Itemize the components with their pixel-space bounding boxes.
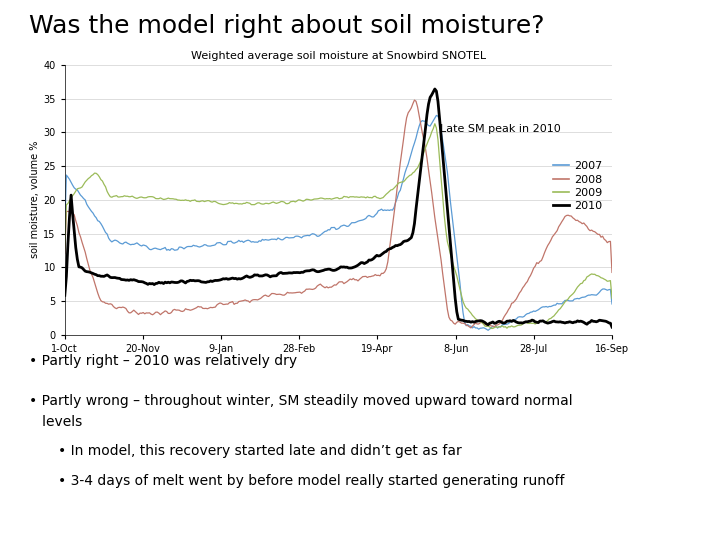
Legend: 2007, 2008, 2009, 2010: 2007, 2008, 2009, 2010 xyxy=(548,157,606,216)
Title: Weighted average soil moisture at Snowbird SNOTEL: Weighted average soil moisture at Snowbi… xyxy=(191,51,486,61)
Text: • Partly right – 2010 was relatively dry: • Partly right – 2010 was relatively dry xyxy=(29,354,297,368)
Text: levels: levels xyxy=(29,415,82,429)
Text: Late SM peak in 2010: Late SM peak in 2010 xyxy=(440,124,560,134)
Y-axis label: soil moisture, volume %: soil moisture, volume % xyxy=(30,141,40,259)
Text: • 3-4 days of melt went by before model really started generating runoff: • 3-4 days of melt went by before model … xyxy=(58,474,564,488)
Text: • In model, this recovery started late and didn’t get as far: • In model, this recovery started late a… xyxy=(58,444,462,458)
Text: Was the model right about soil moisture?: Was the model right about soil moisture? xyxy=(29,14,544,37)
Text: • Partly wrong – throughout winter, SM steadily moved upward toward normal: • Partly wrong – throughout winter, SM s… xyxy=(29,394,572,408)
